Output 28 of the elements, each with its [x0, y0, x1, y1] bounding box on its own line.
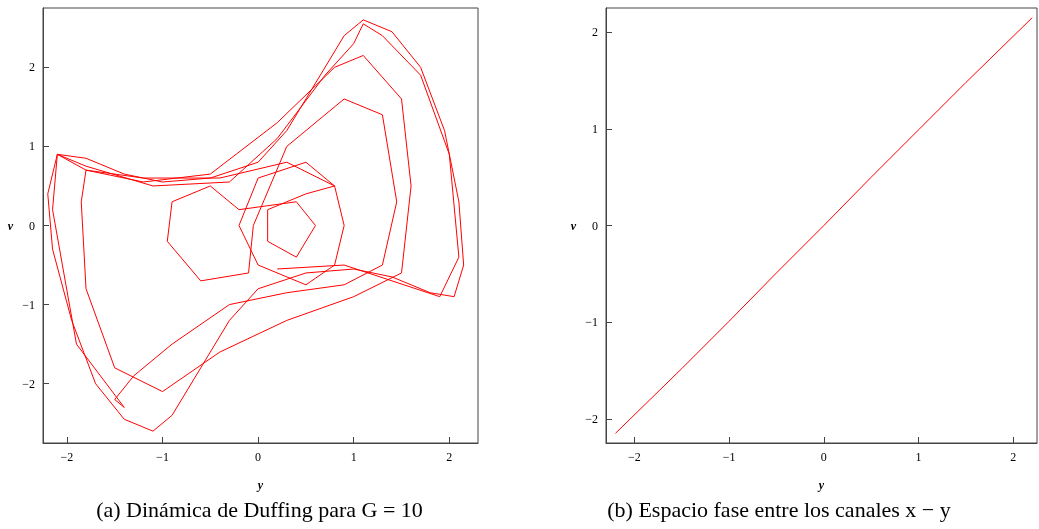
x-tick-label: 0 — [255, 450, 262, 464]
x-tick-label: −2 — [60, 450, 74, 464]
y-tick-label: 0 — [592, 218, 598, 233]
y-axis-title: v — [570, 218, 577, 233]
x-tick-label: 1 — [915, 450, 922, 464]
text: (b) Espacio fase entre los canales x − y — [607, 496, 951, 522]
y-tick-label: 1 — [29, 139, 35, 154]
line-series — [614, 17, 1033, 434]
x-axis-title: y — [255, 478, 264, 492]
y-tick-label: −2 — [585, 411, 598, 426]
y-tick-label: 2 — [592, 25, 598, 40]
x-tick-label: 2 — [446, 450, 453, 464]
line-series — [47, 19, 465, 432]
y-tick-label: −2 — [22, 376, 35, 391]
y-tick-label: −1 — [585, 315, 598, 330]
text: (a) Dinámica de Duffing para G = 10 — [96, 496, 423, 522]
x-tick-label: −2 — [628, 450, 641, 464]
x-tick-label: −1 — [156, 450, 169, 464]
x-tick-label: −1 — [722, 450, 736, 464]
x-tick-label: 2 — [1010, 450, 1017, 464]
y-axis-title: v — [7, 218, 14, 233]
y-tick-label: 2 — [29, 60, 35, 75]
y-tick-label: 1 — [592, 121, 598, 136]
y-tick-label: 0 — [29, 218, 35, 233]
x-tick-label: 0 — [820, 450, 827, 464]
x-axis-title: y — [816, 478, 825, 492]
x-tick-label: 1 — [350, 450, 357, 464]
y-tick-label: −1 — [22, 297, 35, 312]
